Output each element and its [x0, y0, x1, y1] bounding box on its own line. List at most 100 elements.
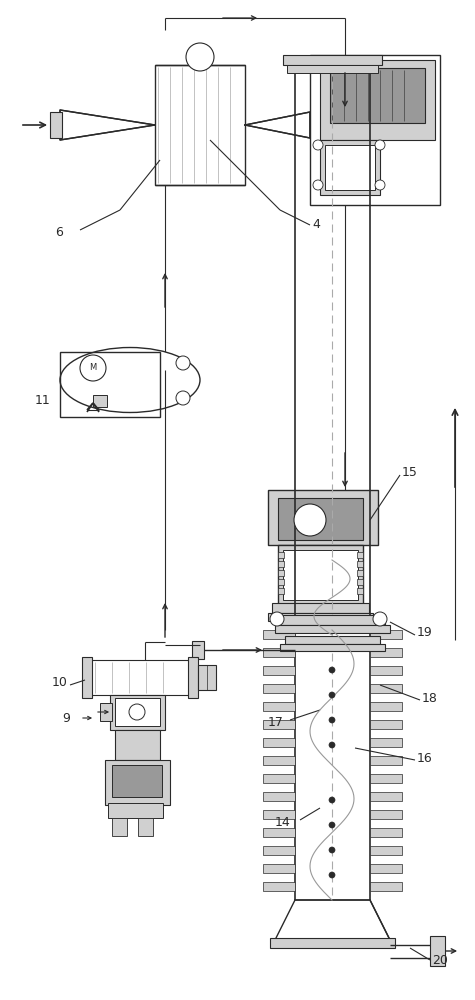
Circle shape — [329, 822, 335, 828]
Bar — [330, 68, 425, 123]
Circle shape — [329, 847, 335, 853]
Bar — [370, 720, 402, 729]
Bar — [280, 644, 385, 651]
Bar — [93, 395, 107, 407]
Bar — [278, 588, 284, 594]
Polygon shape — [60, 110, 155, 140]
Text: 19: 19 — [417, 626, 433, 640]
Bar — [357, 570, 363, 576]
Bar — [287, 65, 378, 73]
Circle shape — [373, 612, 387, 626]
Circle shape — [313, 180, 323, 190]
Bar — [370, 648, 402, 657]
Text: M: M — [89, 363, 96, 372]
Bar — [370, 810, 402, 819]
Bar — [198, 665, 216, 690]
Bar — [112, 765, 162, 797]
Bar — [370, 738, 402, 747]
Circle shape — [294, 504, 326, 536]
Bar — [90, 660, 190, 695]
Bar — [280, 615, 385, 625]
Circle shape — [313, 140, 323, 150]
Polygon shape — [245, 112, 310, 138]
Bar — [370, 774, 402, 783]
Bar — [370, 702, 402, 711]
Bar — [310, 55, 440, 205]
Bar — [285, 636, 380, 644]
Bar — [138, 818, 153, 836]
Bar — [263, 666, 295, 675]
Bar — [430, 936, 445, 966]
Bar — [357, 588, 363, 594]
Bar — [60, 352, 160, 417]
Bar — [263, 648, 295, 657]
Bar — [370, 756, 402, 765]
Bar — [263, 882, 295, 891]
Text: 18: 18 — [422, 692, 438, 704]
Circle shape — [270, 612, 284, 626]
Bar — [105, 760, 170, 805]
Bar — [370, 882, 402, 891]
Bar — [188, 657, 198, 698]
Bar — [320, 140, 380, 195]
Text: 10: 10 — [52, 676, 68, 688]
Bar — [357, 552, 363, 558]
Bar — [110, 695, 165, 730]
Bar — [82, 657, 92, 698]
Bar — [370, 666, 402, 675]
Bar — [275, 625, 390, 633]
Bar — [272, 603, 369, 613]
Bar — [263, 774, 295, 783]
Text: 17: 17 — [268, 716, 284, 728]
Bar — [263, 846, 295, 855]
Bar — [100, 703, 112, 721]
Bar — [270, 938, 395, 948]
Circle shape — [375, 180, 385, 190]
Bar — [320, 60, 435, 140]
Circle shape — [329, 872, 335, 878]
Bar — [325, 145, 375, 190]
Bar — [268, 490, 378, 545]
Bar — [283, 550, 358, 600]
Circle shape — [375, 140, 385, 150]
Bar — [370, 630, 402, 639]
Bar — [263, 720, 295, 729]
Bar — [268, 613, 373, 621]
Bar — [115, 698, 160, 726]
Circle shape — [176, 391, 190, 405]
Bar — [278, 552, 284, 558]
Bar — [108, 803, 163, 818]
Bar — [263, 792, 295, 801]
Bar — [370, 684, 402, 693]
Bar — [263, 756, 295, 765]
Bar — [192, 641, 204, 659]
Bar — [112, 818, 127, 836]
Circle shape — [129, 704, 145, 720]
Circle shape — [329, 692, 335, 698]
Text: 6: 6 — [55, 226, 63, 238]
Bar — [263, 702, 295, 711]
Bar — [263, 828, 295, 837]
Bar — [370, 828, 402, 837]
Bar — [357, 579, 363, 585]
Circle shape — [329, 742, 335, 748]
Bar — [263, 738, 295, 747]
Circle shape — [176, 356, 190, 370]
Bar — [278, 570, 284, 576]
Text: 15: 15 — [402, 466, 418, 480]
Bar — [278, 561, 284, 567]
Text: 4: 4 — [312, 219, 320, 232]
Bar — [263, 630, 295, 639]
Circle shape — [329, 667, 335, 673]
Circle shape — [329, 717, 335, 723]
Text: 16: 16 — [417, 752, 433, 764]
Bar — [263, 864, 295, 873]
Circle shape — [186, 43, 214, 71]
Text: 20: 20 — [432, 954, 448, 966]
Text: 14: 14 — [275, 816, 291, 828]
Polygon shape — [275, 900, 390, 940]
Ellipse shape — [60, 348, 200, 412]
Text: 11: 11 — [35, 393, 51, 406]
Text: 9: 9 — [62, 712, 70, 724]
Bar — [50, 112, 62, 138]
